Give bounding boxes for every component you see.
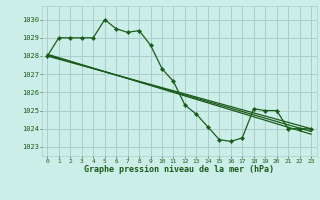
X-axis label: Graphe pression niveau de la mer (hPa): Graphe pression niveau de la mer (hPa) [84,165,274,174]
